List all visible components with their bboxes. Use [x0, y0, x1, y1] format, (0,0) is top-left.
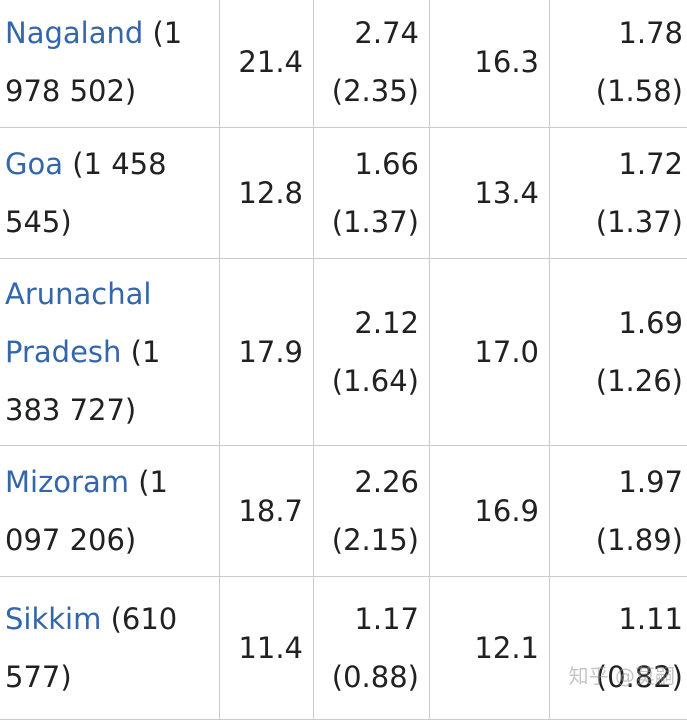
value-cell: 1.11(0.82)	[550, 577, 687, 720]
cell-value: 2.26	[354, 465, 419, 499]
value-cell: 1.17 (0.88)	[314, 577, 430, 720]
value-cell: 1.78 (1.58)	[550, 0, 687, 128]
value-cell: 1.69 (1.26)	[550, 259, 687, 446]
cell-value: 1.72	[618, 147, 683, 181]
value-cell: 18.7	[220, 446, 314, 577]
cell-subvalue: (2.15)	[332, 523, 419, 557]
state-cell: Goa (1 458 545)	[0, 128, 220, 259]
value-cell: 2.12 (1.64)	[314, 259, 430, 446]
cell-subvalue: (1.37)	[596, 205, 683, 239]
table-row: Goa (1 458 545) 12.8 1.66 (1.37) 13.4 1.7…	[0, 128, 687, 259]
cell-value: 1.69	[618, 306, 683, 340]
cell-value: 1.97	[618, 465, 683, 499]
cell-value: 2.12	[354, 306, 419, 340]
cell-subvalue: (1.37)	[332, 205, 419, 239]
cell-value: 1.17	[354, 602, 419, 636]
cell-subvalue: (2.35)	[332, 74, 419, 108]
state-link[interactable]: Goa	[5, 147, 63, 181]
value-cell: 21.4	[220, 0, 314, 128]
value-cell: 13.4	[430, 128, 550, 259]
value-cell: 17.0	[430, 259, 550, 446]
state-link[interactable]: Mizoram	[5, 465, 129, 499]
watermark: 知乎 @莫嗣	[569, 660, 675, 689]
table-row: Nagaland (1 978 502) 21.4 2.74 (2.35) 16.…	[0, 0, 687, 128]
table-row: Sikkim (610 577) 11.4 1.17 (0.88) 12.1 1.…	[0, 577, 687, 720]
value-cell: 2.74 (2.35)	[314, 0, 430, 128]
state-cell: Sikkim (610 577)	[0, 577, 220, 720]
cell-value: 2.74	[354, 16, 419, 50]
value-cell: 1.72 (1.37)	[550, 128, 687, 259]
cell-subvalue: (1.89)	[596, 523, 683, 557]
cell-value: 1.66	[354, 147, 419, 181]
cell-subvalue: (1.58)	[596, 74, 683, 108]
cell-subvalue: (1.64)	[332, 364, 419, 398]
value-cell: 2.26 (2.15)	[314, 446, 430, 577]
cell-subvalue: (1.26)	[596, 364, 683, 398]
value-cell: 17.9	[220, 259, 314, 446]
state-link[interactable]: Sikkim	[5, 602, 101, 636]
cell-value: 1.11	[618, 602, 683, 636]
value-cell: 12.1	[430, 577, 550, 720]
state-cell: Arunachal Pradesh (1 383 727)	[0, 259, 220, 446]
state-cell: Mizoram (1 097 206)	[0, 446, 220, 577]
value-cell: 1.97 (1.89)	[550, 446, 687, 577]
value-cell: 12.8	[220, 128, 314, 259]
cell-subvalue: (0.88)	[332, 660, 419, 694]
value-cell: 11.4	[220, 577, 314, 720]
table-row: Arunachal Pradesh (1 383 727) 17.9 2.12 (…	[0, 259, 687, 446]
state-cell: Nagaland (1 978 502)	[0, 0, 220, 128]
state-link[interactable]: Nagaland	[5, 16, 143, 50]
value-cell: 16.3	[430, 0, 550, 128]
table-row: Mizoram (1 097 206) 18.7 2.26 (2.15) 16.9…	[0, 446, 687, 577]
value-cell: 1.66 (1.37)	[314, 128, 430, 259]
cell-value: 1.78	[618, 16, 683, 50]
value-cell: 16.9	[430, 446, 550, 577]
